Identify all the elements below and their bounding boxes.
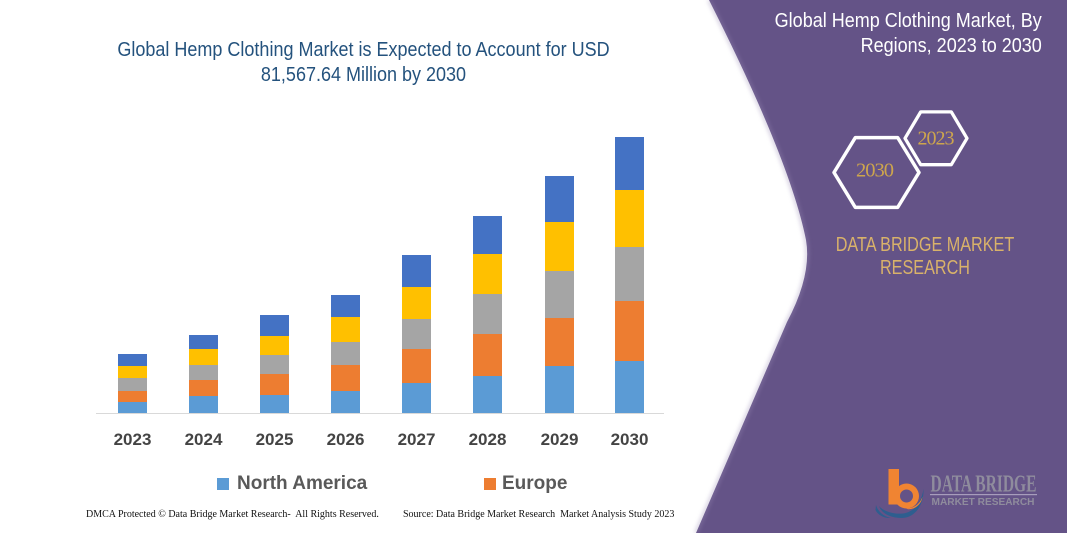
svg-text:2023: 2023	[918, 128, 955, 150]
svg-text:DATA BRIDGE: DATA BRIDGE	[931, 472, 1037, 498]
svg-text:2030: 2030	[856, 160, 894, 182]
svg-text:MARKET RESEARCH: MARKET RESEARCH	[932, 497, 1035, 508]
